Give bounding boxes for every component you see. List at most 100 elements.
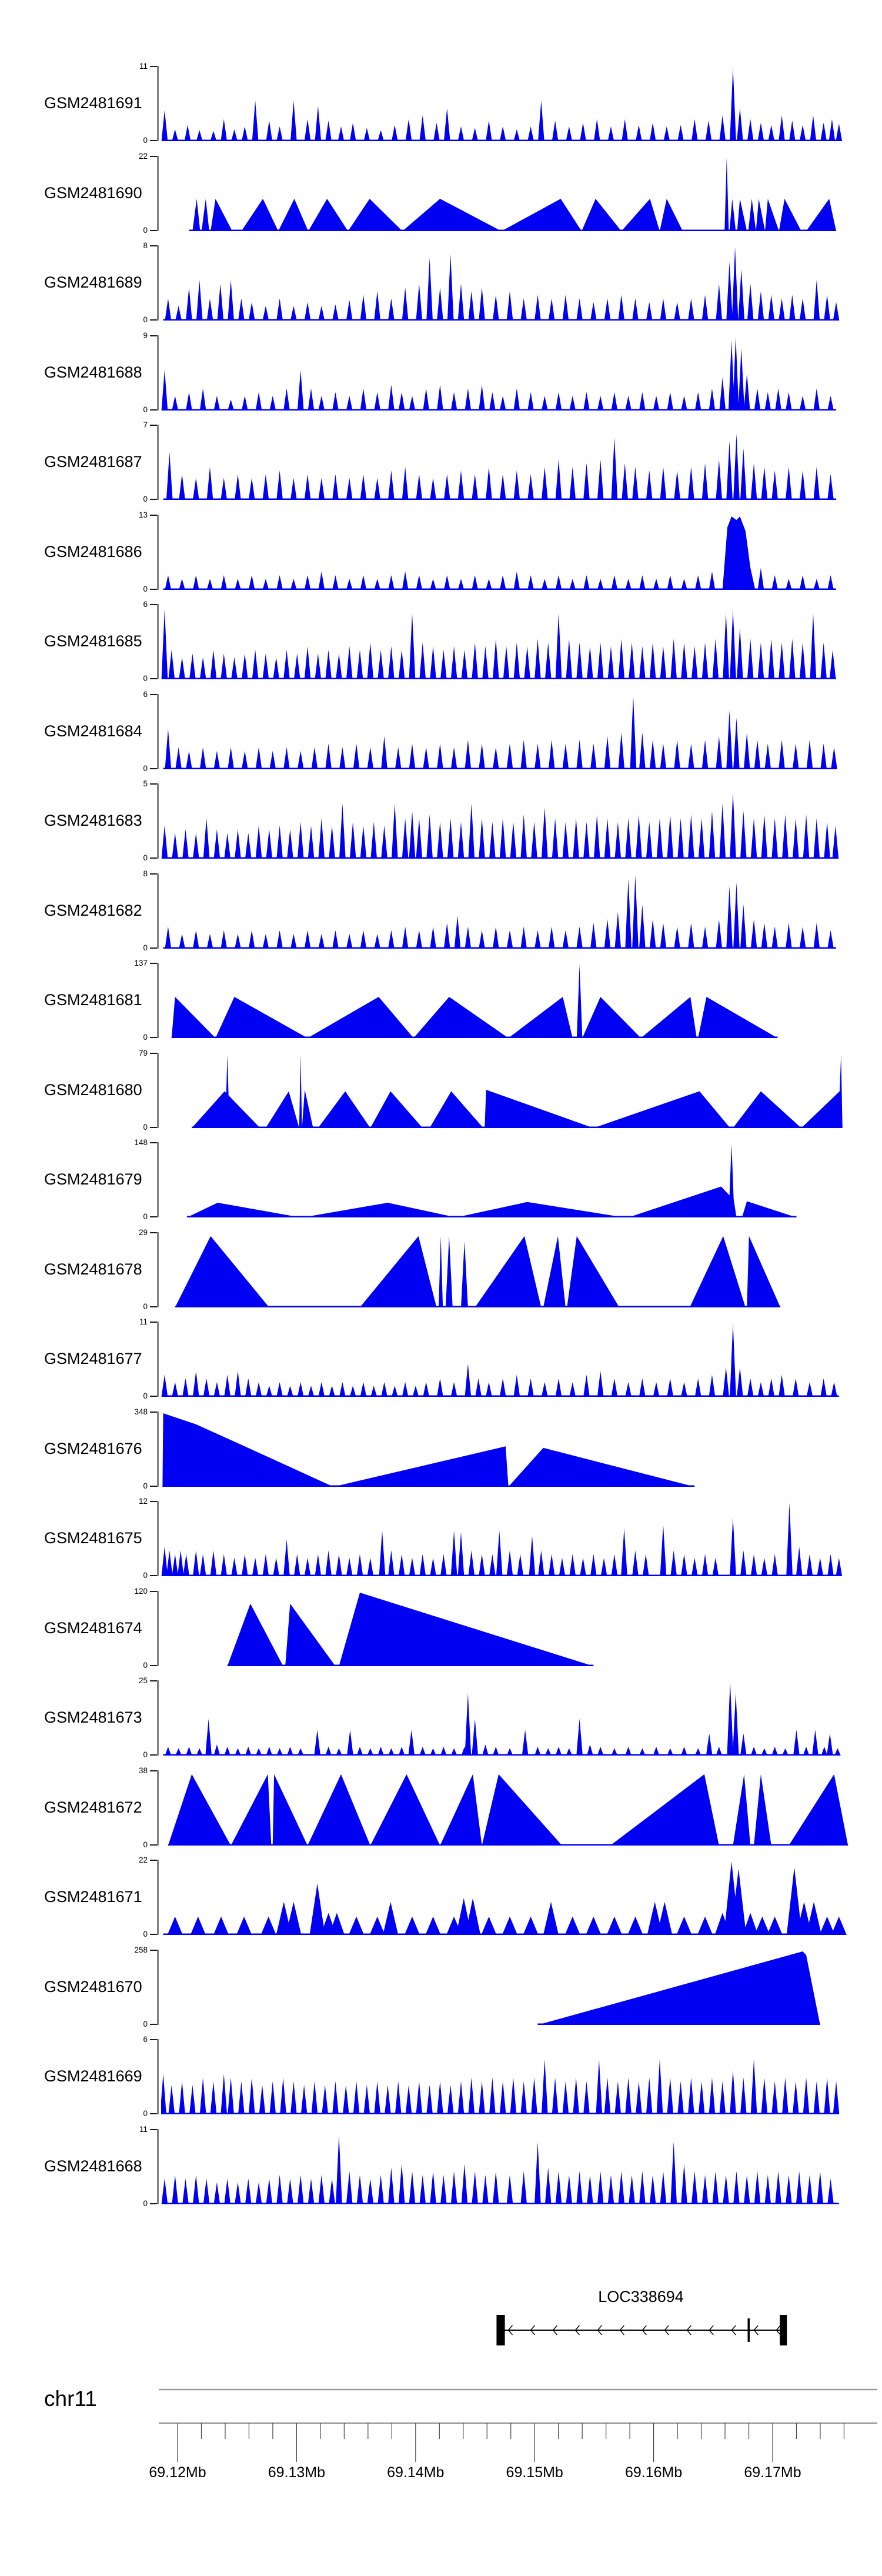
y-zero-value: 0 — [143, 1392, 148, 1400]
y-axis-tick — [150, 1216, 157, 1217]
y-axis-tick — [150, 155, 157, 157]
y-max-value: 258 — [134, 1945, 148, 1954]
track-label: GSM2481670 — [44, 1977, 142, 1996]
track-label: GSM2481683 — [44, 812, 142, 829]
y-axis-bar — [157, 783, 159, 859]
y-axis-tick — [150, 409, 157, 411]
y-max-value: 11 — [139, 1317, 148, 1326]
track-label: GSM2481671 — [44, 1888, 142, 1906]
y-axis-bar — [157, 1142, 159, 1217]
track-label: GSM2481682 — [44, 901, 142, 919]
y-max-value: 148 — [134, 1138, 148, 1147]
y-axis-bar — [157, 2039, 159, 2114]
y-zero-value: 0 — [143, 315, 148, 324]
track-label: GSM2481679 — [44, 1170, 142, 1188]
y-max-value: 29 — [138, 1227, 148, 1237]
y-max-value: 9 — [143, 331, 148, 340]
y-axis-tick — [150, 1664, 157, 1666]
y-axis-bar — [157, 1949, 159, 2025]
y-axis-tick — [150, 1142, 157, 1143]
y-axis-bar — [157, 1411, 159, 1487]
y-axis-tick — [150, 678, 157, 679]
y-axis-tick — [150, 2128, 157, 2130]
y-zero-value: 0 — [143, 1122, 148, 1132]
y-max-value: 25 — [138, 1676, 148, 1685]
y-axis-bar — [157, 335, 159, 411]
track-label: GSM2481684 — [44, 722, 142, 740]
y-zero-value: 0 — [143, 674, 148, 683]
track-label: GSM2481672 — [44, 1798, 142, 1816]
y-zero-value: 0 — [143, 1930, 148, 1938]
y-zero-value: 0 — [143, 584, 148, 593]
y-max-value: 38 — [138, 1766, 148, 1775]
y-max-value: 8 — [143, 241, 148, 250]
y-axis-bar — [157, 1860, 159, 1935]
y-axis-tick — [150, 229, 157, 231]
signal-area — [186, 1144, 797, 1217]
y-zero-value: 0 — [143, 1750, 148, 1759]
y-max-value: 22 — [138, 1856, 148, 1864]
y-axis-tick — [150, 1411, 157, 1413]
y-zero-value: 0 — [143, 1660, 148, 1670]
y-axis-bar — [157, 155, 159, 231]
y-zero-value: 0 — [143, 763, 148, 773]
y-axis-tick — [150, 1575, 157, 1576]
axis-tick-label: 69.15Mb — [506, 2464, 563, 2481]
axis-tick-label: 69.17Mb — [744, 2464, 801, 2481]
gene-exon-box — [496, 2315, 505, 2345]
signal-area — [171, 965, 778, 1038]
signal-area — [189, 157, 837, 231]
y-max-value: 137 — [134, 959, 148, 967]
y-zero-value: 0 — [143, 943, 148, 952]
signal-area — [161, 68, 843, 141]
y-axis-tick — [150, 1680, 157, 1681]
y-axis-tick — [150, 1306, 157, 1307]
y-zero-value: 0 — [143, 136, 148, 145]
y-axis-bar — [157, 66, 159, 141]
y-max-value: 6 — [143, 600, 148, 609]
y-zero-value: 0 — [143, 495, 148, 503]
y-axis-tick — [150, 768, 157, 769]
y-axis-tick — [150, 1052, 157, 1054]
y-axis-bar — [157, 2128, 159, 2204]
y-axis-tick — [150, 604, 157, 605]
signal-area — [163, 695, 837, 769]
y-axis-tick — [150, 499, 157, 500]
track-label: GSM2481690 — [44, 183, 142, 202]
y-zero-value: 0 — [143, 2198, 148, 2208]
signal-area — [163, 1861, 847, 1935]
y-axis-tick — [150, 514, 157, 516]
y-axis-bar — [157, 1322, 159, 1397]
track-label: GSM2481686 — [44, 542, 142, 560]
y-axis-tick — [150, 2023, 157, 2025]
y-zero-value: 0 — [143, 1840, 148, 1849]
y-axis-tick — [150, 1322, 157, 1323]
y-axis-bar — [157, 1590, 159, 1666]
y-zero-value: 0 — [143, 2109, 148, 2118]
signal-area — [161, 609, 837, 679]
y-axis-tick — [150, 1949, 157, 1951]
signal-area — [192, 1054, 843, 1128]
axis-tick-label: 69.16Mb — [625, 2464, 682, 2481]
y-zero-value: 0 — [143, 1571, 148, 1580]
y-axis-tick — [150, 693, 157, 695]
y-max-value: 79 — [138, 1048, 148, 1057]
y-axis-tick — [150, 1501, 157, 1502]
y-max-value: 22 — [138, 151, 148, 161]
track-label: GSM2481676 — [44, 1439, 142, 1457]
track-label: GSM2481673 — [44, 1709, 142, 1726]
y-zero-value: 0 — [143, 853, 148, 862]
y-max-value: 7 — [143, 421, 148, 429]
coordinate-axis: 69.12Mb 69.13Mb 69.14Mb 69.15Mb 69.16Mb 69.17… — [149, 2388, 877, 2481]
track-label: GSM2481669 — [44, 2067, 142, 2085]
axis-tick-label: 69.12Mb — [149, 2464, 206, 2481]
y-axis-bar — [157, 514, 159, 590]
signal-area — [161, 336, 837, 411]
y-axis-tick — [150, 66, 157, 67]
y-axis-bar — [157, 873, 159, 949]
y-axis-tick — [150, 2113, 157, 2114]
signal-area — [163, 1682, 841, 1756]
track-label: GSM2481678 — [44, 1260, 142, 1278]
y-axis-tick — [150, 588, 157, 590]
